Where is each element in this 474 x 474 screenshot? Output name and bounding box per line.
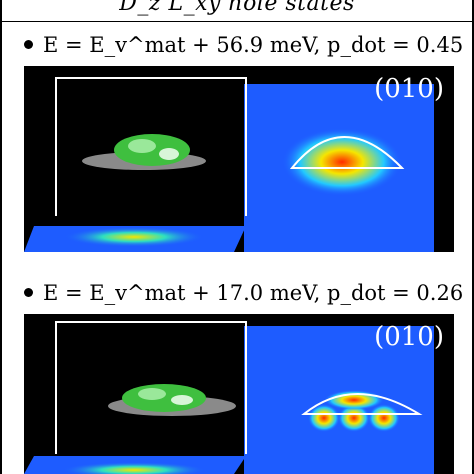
panel-2: (010): [24, 314, 454, 474]
side-density-lobe-3: [368, 404, 400, 432]
panel-1-orientation-label: (010): [374, 74, 444, 104]
caption-1-text: E = E_v^mat + 56.9 meV, p_dot = 0.45: [43, 33, 464, 57]
isosurface-highlight-2: [159, 148, 179, 160]
panel-2-orientation-label: (010): [374, 322, 444, 352]
header-title: D_z L_xy hole states: [119, 0, 355, 16]
side-density-hotspot: [282, 128, 402, 196]
caption-1: E = E_v^mat + 56.9 meV, p_dot = 0.45: [24, 33, 463, 57]
panel-1: (010): [24, 66, 454, 252]
box-frame: [55, 77, 247, 216]
floor-density-hotspot: [64, 227, 204, 247]
caption-2-text: E = E_v^mat + 17.0 meV, p_dot = 0.26: [43, 281, 464, 305]
bullet-icon: [24, 288, 33, 297]
figure-header: D_z L_xy hole states: [0, 0, 474, 22]
side-density-lobe-top: [324, 390, 384, 410]
isosurface-highlight: [128, 139, 156, 153]
side-density-lobe-2: [338, 404, 370, 432]
caption-2: E = E_v^mat + 17.0 meV, p_dot = 0.26: [24, 281, 463, 305]
side-density-lobe-1: [308, 404, 340, 432]
frame-left-border: [0, 0, 2, 474]
side-dot-outline: [301, 393, 423, 415]
box-frame: [55, 321, 247, 454]
isosurface-highlight-2: [171, 395, 193, 405]
frame-right-border: [472, 0, 474, 474]
side-dot-outline: [289, 136, 405, 169]
panel-2-render: [24, 321, 434, 474]
isosurface-blob: [122, 384, 206, 412]
floor-density-hotspot: [62, 462, 206, 474]
panel-1-render: [24, 77, 434, 252]
bullet-icon: [24, 40, 33, 49]
isosurface-highlight: [138, 388, 166, 400]
